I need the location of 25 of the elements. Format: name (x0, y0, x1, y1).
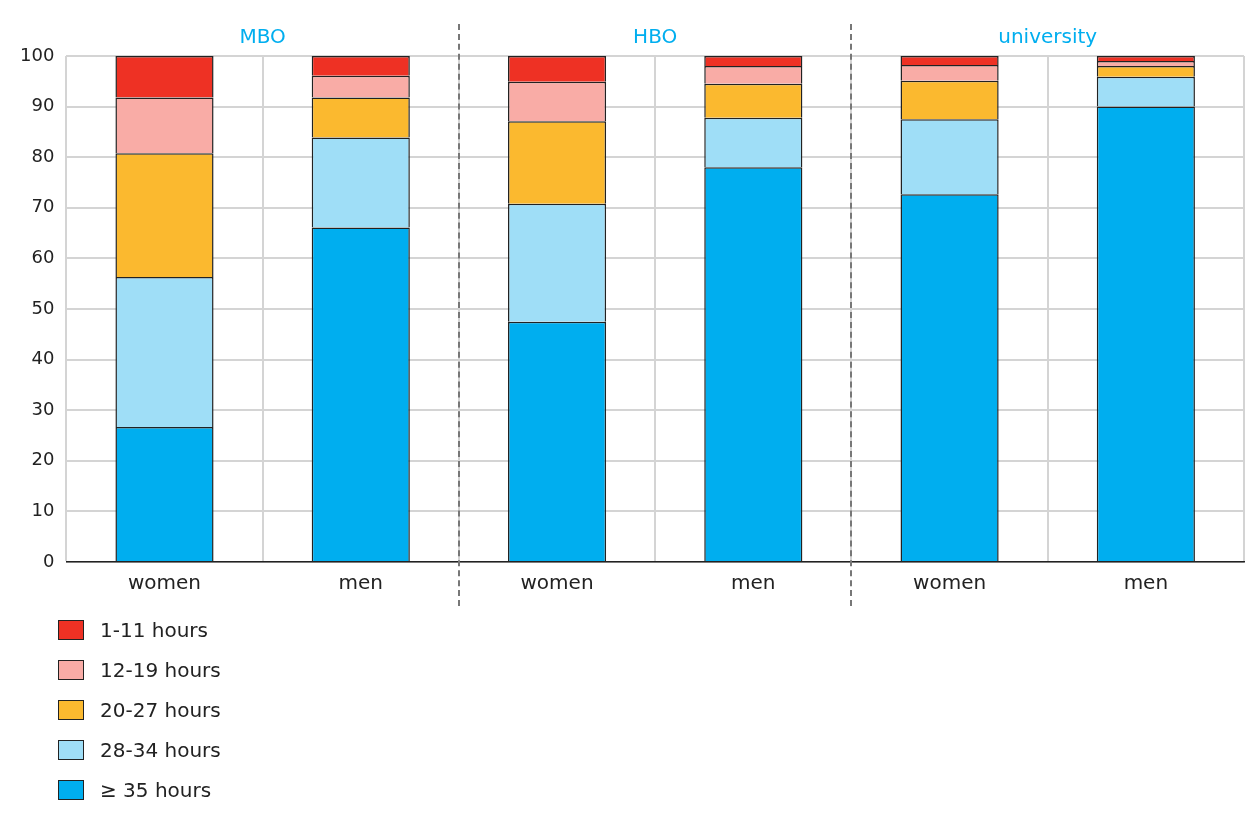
x-tick-label: women (127, 570, 202, 595)
x-tick-label: women (913, 570, 987, 595)
x-tick-label: men (1123, 570, 1169, 595)
x-tick-label: women (520, 570, 594, 595)
y-tick-label: 60 (31, 246, 55, 268)
legend-label: 28-34 hours (100, 738, 221, 762)
y-tick-label: 20 (31, 448, 55, 470)
y-tick-label: 30 (31, 397, 55, 419)
y-tick-label: 0 (42, 549, 55, 571)
x-tick-label: men (731, 570, 776, 595)
text: HBO (633, 24, 678, 49)
text: MBO (239, 24, 286, 49)
legend-label: 1-11 hours (100, 618, 208, 642)
legend-label: ≥ 35 hours (100, 778, 212, 802)
y-tick-label: 40 (31, 347, 55, 369)
legend-label: 12-19 hours (100, 658, 221, 682)
x-tick-label: men (338, 570, 383, 595)
y-tick-label: 70 (31, 195, 55, 217)
text: university (998, 24, 1098, 49)
y-tick-label: 10 (31, 499, 55, 521)
y-tick-label: 50 (31, 296, 55, 318)
legend-label: 20-27 hours (100, 698, 221, 722)
y-tick-label: 90 (31, 94, 55, 116)
y-tick-label: 80 (31, 144, 55, 166)
y-tick-label: 100 (20, 43, 55, 65)
